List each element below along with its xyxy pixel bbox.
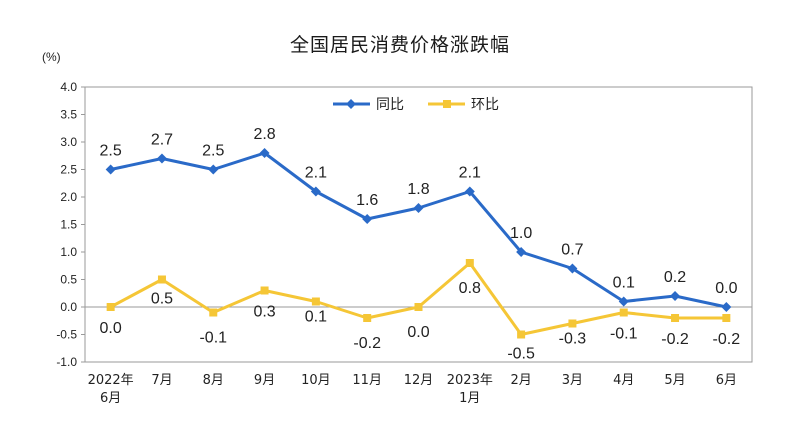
data-label: -0.2: [713, 331, 741, 348]
data-label: 2.5: [202, 143, 224, 160]
data-label: -0.2: [353, 335, 381, 352]
data-point: [516, 247, 527, 257]
y-tick-label: 4.0: [60, 80, 77, 94]
data-point: [619, 308, 628, 317]
data-point: [208, 164, 219, 175]
data-label: 0.3: [253, 304, 275, 321]
y-tick-label: 3.5: [60, 108, 77, 122]
x-tick-label: 11月: [352, 373, 382, 388]
data-label: -0.1: [610, 326, 638, 343]
data-point: [568, 319, 577, 328]
legend-marker-yoy: [346, 99, 356, 109]
data-point: [362, 214, 373, 224]
data-point: [311, 297, 320, 306]
y-axis-unit: (%): [42, 50, 61, 64]
x-tick-label: 1月: [459, 391, 480, 406]
y-tick-label: 2.5: [60, 163, 77, 177]
data-point: [721, 302, 732, 312]
data-label: 2.1: [459, 165, 481, 182]
x-tick-label: 6月: [716, 373, 737, 388]
x-tick-label: 2022年: [88, 373, 134, 388]
data-label: 0.7: [561, 242, 583, 259]
data-point: [670, 291, 681, 301]
legend-marker-mom: [443, 100, 451, 108]
data-label: 0.8: [459, 280, 481, 297]
y-tick-label: 2.0: [60, 190, 77, 204]
data-label: 2.8: [253, 126, 275, 143]
data-label: 1.0: [510, 225, 532, 242]
y-tick-label: 1.0: [60, 245, 77, 259]
data-point: [567, 263, 578, 274]
data-point: [363, 314, 372, 322]
data-point: [310, 186, 321, 197]
data-label: 0.1: [305, 309, 327, 326]
x-tick-label: 4月: [613, 373, 634, 388]
x-tick-label: 3月: [562, 373, 583, 388]
x-tick-label: 10月: [301, 373, 331, 388]
data-point: [618, 296, 629, 307]
data-label: -0.3: [559, 331, 587, 348]
x-tick-label: 7月: [151, 373, 172, 388]
data-label: 0.0: [407, 324, 429, 341]
data-point: [156, 153, 167, 164]
x-tick-label: 6月: [100, 391, 121, 406]
data-point: [722, 314, 731, 322]
x-tick-label: 2023年: [447, 373, 493, 388]
y-tick-label: 0.0: [60, 300, 77, 314]
data-point: [209, 308, 218, 317]
data-label: 0.0: [715, 280, 737, 297]
data-point: [106, 303, 115, 311]
legend-label-mom: 环比: [471, 97, 499, 113]
y-tick-label: 3.0: [60, 135, 77, 149]
data-label: 2.5: [100, 143, 122, 160]
data-label: 1.8: [407, 181, 429, 198]
plot-frame: [84, 86, 753, 363]
data-label: -0.1: [199, 330, 227, 347]
data-label: -0.5: [507, 346, 535, 363]
data-label: 0.2: [664, 269, 686, 286]
x-tick-label: 5月: [664, 373, 685, 388]
data-label: 0.0: [100, 320, 122, 337]
y-tick-label: 1.5: [60, 218, 77, 232]
data-point: [414, 303, 423, 311]
y-tick-label: -1.0: [56, 355, 77, 369]
data-label: 1.6: [356, 192, 378, 209]
legend-label-yoy: 同比: [376, 97, 404, 113]
data-label: 2.7: [151, 132, 173, 149]
y-tick-label: -0.5: [56, 328, 77, 342]
data-label: 0.5: [151, 291, 173, 308]
data-point: [413, 203, 424, 213]
x-tick-label: 12月: [404, 373, 434, 388]
data-point: [259, 148, 270, 158]
data-point: [157, 275, 166, 284]
data-point: [465, 259, 474, 267]
data-point: [464, 186, 475, 197]
data-point: [517, 330, 526, 339]
x-tick-label: 9月: [254, 373, 275, 388]
data-point: [671, 314, 680, 322]
x-tick-label: 8月: [203, 373, 224, 388]
data-point: [260, 286, 269, 295]
chart-title: 全国居民消费价格涨跌幅: [289, 34, 510, 56]
y-tick-label: 0.5: [60, 273, 77, 287]
x-tick-label: 2月: [510, 373, 531, 388]
data-label: 2.1: [305, 165, 327, 182]
data-label: 0.1: [613, 275, 635, 292]
data-label: -0.2: [661, 331, 689, 348]
data-point: [105, 164, 116, 175]
